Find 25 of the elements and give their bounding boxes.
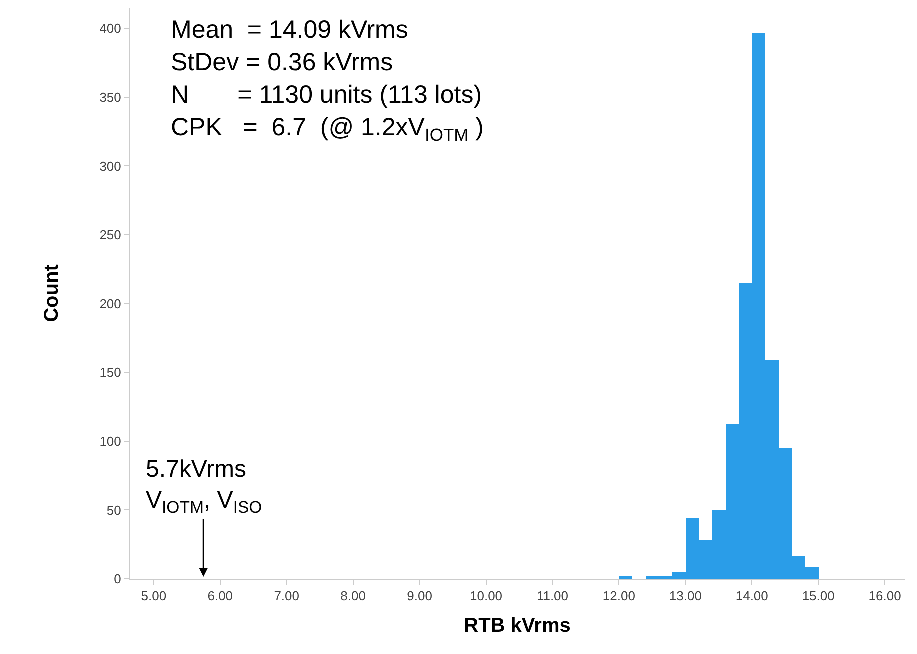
y-tick-label: 100: [100, 434, 122, 449]
x-tick-label: 11.00: [536, 588, 569, 604]
x-tick-label: 6.00: [208, 588, 234, 604]
y-tick-label: 0: [114, 572, 122, 587]
y-axis-title: Count: [41, 264, 64, 322]
y-tick-label: 350: [100, 90, 122, 105]
x-tick-label: 15.00: [802, 588, 835, 604]
x-tick-label: 12.00: [602, 588, 636, 604]
y-tick-label: 200: [100, 296, 122, 312]
x-tick-label: 13.00: [669, 588, 702, 604]
x-axis-title: RTB kVrms: [464, 615, 571, 638]
y-tick-label: 50: [106, 502, 122, 518]
x-tick-label: 7.00: [274, 588, 300, 604]
y-tick-label: 150: [100, 365, 122, 380]
y-tick-label: 300: [100, 158, 122, 174]
x-tick-label: 8.00: [340, 588, 366, 604]
annotation: 5.7kVrms V$_{IOTM}$, V$_{ISO}$: [146, 456, 262, 518]
y-tick-label: 400: [100, 21, 122, 36]
x-tick-label: 9.00: [407, 588, 432, 604]
annotation: Mean = 14.09 kVrms StDev = 0.36 kVrms N = 1130 units (113 lots) CPK = 6.7 (@ 1.2xV$_{IOTM}$ ): [171, 16, 484, 145]
x-tick-label: 10.00: [470, 588, 503, 604]
y-tick-label: 250: [100, 228, 122, 243]
x-tick-label: 16.00: [868, 588, 902, 604]
x-tick-label: 5.00: [141, 588, 167, 604]
x-tick-label: 14.00: [736, 588, 768, 604]
